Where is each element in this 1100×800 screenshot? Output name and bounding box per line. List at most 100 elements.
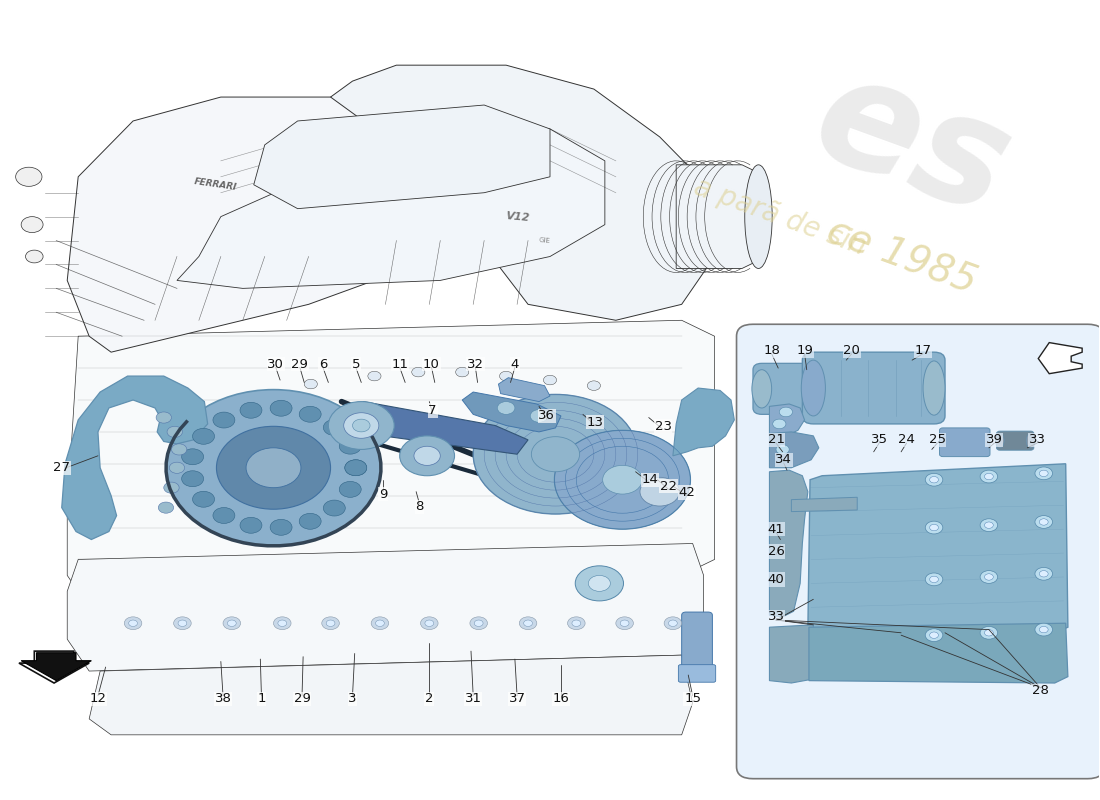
Circle shape [158,502,174,514]
Circle shape [271,519,293,535]
Text: FERRARI: FERRARI [194,178,238,192]
Text: 19: 19 [796,344,813,357]
FancyBboxPatch shape [679,665,716,682]
Circle shape [455,367,469,377]
Circle shape [271,400,293,416]
Circle shape [524,620,532,626]
Text: 2: 2 [425,693,433,706]
FancyBboxPatch shape [997,431,1034,450]
Text: 38: 38 [214,693,231,706]
Circle shape [414,446,440,466]
Circle shape [664,617,682,630]
Circle shape [236,395,250,405]
Polygon shape [67,97,440,352]
Text: 28: 28 [1032,685,1049,698]
Circle shape [530,410,548,422]
Text: 1: 1 [257,693,266,706]
Circle shape [305,379,318,389]
Text: ce 1985: ce 1985 [821,212,981,301]
Text: 8: 8 [415,500,424,514]
Circle shape [178,620,187,626]
Circle shape [299,514,321,530]
Circle shape [339,482,361,498]
Circle shape [371,617,388,630]
Circle shape [519,617,537,630]
Ellipse shape [1026,434,1035,448]
Text: 6: 6 [319,358,327,370]
Ellipse shape [923,361,945,415]
Ellipse shape [801,360,825,416]
Text: 22: 22 [660,479,676,493]
Circle shape [174,617,191,630]
Circle shape [344,460,366,476]
Circle shape [575,566,624,601]
Circle shape [1040,626,1048,633]
Circle shape [930,576,938,582]
Polygon shape [21,653,91,681]
Circle shape [166,390,381,546]
Circle shape [925,521,943,534]
Circle shape [930,524,938,530]
FancyBboxPatch shape [737,324,1100,778]
Polygon shape [769,432,818,468]
Text: 34: 34 [776,454,792,466]
Circle shape [231,427,244,437]
Polygon shape [19,651,89,683]
Circle shape [984,574,993,580]
Circle shape [588,575,610,591]
Text: 35: 35 [871,434,888,446]
Circle shape [240,518,262,534]
Text: 29: 29 [292,358,308,370]
Circle shape [323,419,345,435]
FancyBboxPatch shape [682,612,713,678]
Circle shape [980,470,998,483]
Circle shape [568,617,585,630]
Circle shape [1035,515,1053,528]
Text: 15: 15 [684,693,701,706]
Circle shape [213,507,235,523]
Text: 3: 3 [349,693,356,706]
Circle shape [640,478,680,506]
Polygon shape [769,625,813,683]
Text: 24: 24 [899,434,915,446]
Text: 33: 33 [1028,434,1046,446]
Circle shape [572,620,581,626]
Circle shape [411,367,425,377]
Circle shape [278,620,287,626]
Text: 5: 5 [352,358,360,370]
Text: 12: 12 [89,693,107,706]
Text: 39: 39 [986,434,1003,446]
Circle shape [214,459,228,469]
Circle shape [980,626,998,639]
Circle shape [984,630,993,636]
Circle shape [352,419,370,432]
Circle shape [473,394,638,514]
Text: a parã de sin: a parã de sin [691,173,870,261]
Circle shape [399,436,454,476]
Circle shape [779,407,792,417]
Circle shape [339,438,361,454]
Circle shape [1035,623,1053,636]
Circle shape [1040,470,1048,477]
Text: 4: 4 [510,358,519,370]
Circle shape [323,500,345,516]
Ellipse shape [745,165,772,269]
Circle shape [322,617,339,630]
Ellipse shape [752,370,771,408]
Text: 41: 41 [768,522,784,536]
Text: 33: 33 [768,610,784,623]
Circle shape [1035,567,1053,580]
Circle shape [192,428,215,444]
Text: 40: 40 [768,573,784,586]
Text: V12: V12 [505,210,529,222]
Circle shape [984,474,993,480]
Circle shape [925,474,943,486]
Polygon shape [498,378,550,402]
Circle shape [1040,570,1048,577]
Text: 26: 26 [768,545,784,558]
Circle shape [169,462,185,474]
Circle shape [543,375,557,385]
Text: 17: 17 [914,344,932,357]
Text: 21: 21 [768,434,784,446]
Text: 31: 31 [464,693,482,706]
